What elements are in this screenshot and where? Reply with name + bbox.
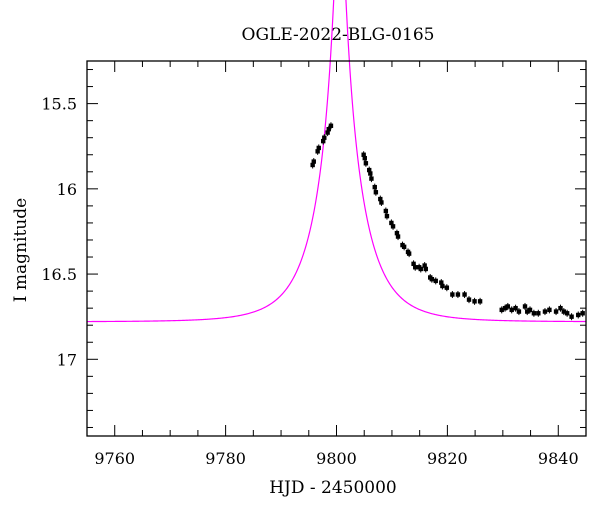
data-point: [379, 200, 384, 205]
data-point: [383, 208, 389, 214]
y-tick-label: 16: [57, 180, 77, 199]
data-point: [502, 305, 508, 311]
data-point: [542, 309, 548, 314]
data-point: [315, 149, 320, 154]
data-point: [367, 167, 372, 173]
data-point: [325, 130, 330, 135]
data-point: [553, 309, 559, 314]
data-point: [310, 162, 315, 168]
y-tick-label: 15.5: [41, 95, 77, 114]
y-tick-label: 17: [57, 350, 77, 369]
data-point: [413, 265, 418, 270]
data-point: [444, 285, 450, 290]
data-point: [580, 311, 585, 316]
data-point: [558, 305, 563, 311]
y-axis-label: I magnitude: [11, 198, 31, 302]
data-point: [525, 309, 530, 314]
data-point: [362, 155, 367, 161]
data-point: [576, 312, 581, 318]
data-point: [406, 251, 412, 256]
data-point: [389, 220, 394, 226]
data-point: [450, 292, 455, 297]
data-point: [394, 230, 400, 236]
data-point: [411, 261, 416, 267]
x-tick-label: 9760: [94, 449, 135, 468]
data-point: [361, 152, 366, 157]
data-point: [422, 263, 427, 268]
data-point: [455, 292, 461, 297]
data-point: [372, 184, 377, 190]
data-point: [373, 190, 379, 195]
data-point: [527, 307, 533, 313]
data-point: [368, 171, 373, 176]
y-tick-label: 16.5: [41, 265, 77, 284]
axis-ticks: 9760 9780 9800 9820 9840 15.5 16 16.5 17: [41, 61, 587, 468]
data-point: [369, 176, 374, 181]
data-point: [384, 213, 390, 219]
data-point: [433, 278, 438, 284]
x-tick-label: 9780: [205, 449, 246, 468]
data-point: [516, 309, 522, 314]
data-point: [462, 292, 467, 297]
x-tick-label: 9800: [316, 449, 357, 468]
data-point: [522, 304, 528, 309]
x-tick-label: 9820: [427, 449, 468, 468]
x-axis-label: HJD - 2450000: [269, 478, 397, 498]
data-point: [326, 126, 331, 132]
data-point: [328, 123, 334, 128]
data-point: [390, 224, 396, 229]
data-point: [401, 244, 407, 249]
data-point: [316, 145, 321, 151]
data-point: [395, 234, 401, 239]
data-point: [569, 314, 574, 319]
chart-title: OGLE-2022-BLG-0165: [242, 25, 435, 45]
data-point: [536, 311, 541, 316]
data-point: [311, 159, 316, 164]
data-point: [440, 283, 445, 289]
data-point: [564, 311, 570, 316]
data-point: [466, 297, 472, 302]
data-point: [472, 299, 477, 304]
data-point: [531, 311, 537, 316]
data-point: [320, 138, 326, 144]
x-tick-label: 9840: [538, 449, 579, 468]
data-point: [418, 266, 423, 272]
plot-frame: [86, 60, 587, 437]
data-point: [322, 135, 327, 140]
data-point: [547, 307, 552, 313]
data-point: [477, 299, 483, 304]
data-point: [561, 309, 567, 314]
data-point: [439, 280, 444, 285]
model-curve: [87, 0, 587, 323]
data-point: [505, 304, 511, 309]
model-curve-layer: [87, 0, 587, 323]
data-points-layer: [310, 122, 585, 321]
data-point: [509, 307, 514, 313]
data-point: [423, 266, 428, 272]
data-point: [378, 196, 383, 202]
data-point: [499, 307, 504, 313]
data-point: [363, 161, 369, 166]
data-point: [429, 276, 435, 282]
data-point: [513, 305, 518, 311]
